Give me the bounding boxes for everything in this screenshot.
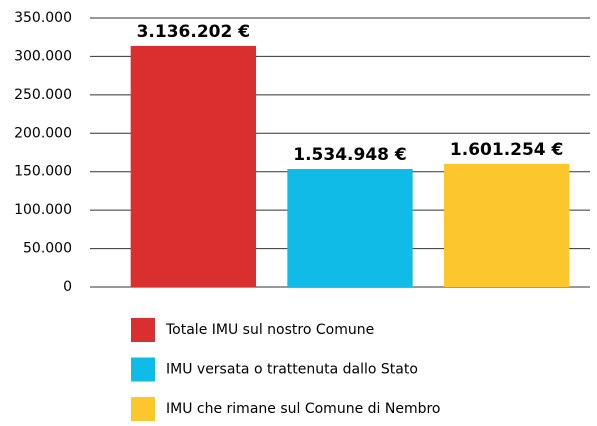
y-tick-label: 100.000 [14, 202, 72, 218]
bar [444, 163, 570, 287]
y-tick-label: 0 [63, 279, 72, 295]
value-label: 3.136.202 € [137, 22, 250, 42]
legend-swatch [131, 318, 155, 342]
bar [287, 169, 413, 287]
y-tick-label: 200.000 [14, 125, 72, 141]
legend-swatch [131, 357, 155, 382]
legend-label: IMU versata o trattenuta dallo Stato [166, 362, 418, 378]
legend-swatch [131, 397, 155, 421]
y-tick-label: 50.000 [23, 241, 72, 257]
value-label: 1.601.254 € [450, 140, 563, 160]
legend-label: Totale IMU sul nostro Comune [165, 322, 374, 338]
bar [130, 45, 256, 287]
y-tick-label: 150.000 [14, 164, 72, 180]
y-tick-label: 250.000 [14, 87, 72, 103]
y-tick-label: 350.000 [14, 10, 72, 26]
y-tick-label: 300.000 [14, 48, 72, 64]
value-label: 1.534.948 € [293, 145, 406, 165]
legend-label: IMU che rimane sul Comune di Nembro [166, 401, 440, 417]
